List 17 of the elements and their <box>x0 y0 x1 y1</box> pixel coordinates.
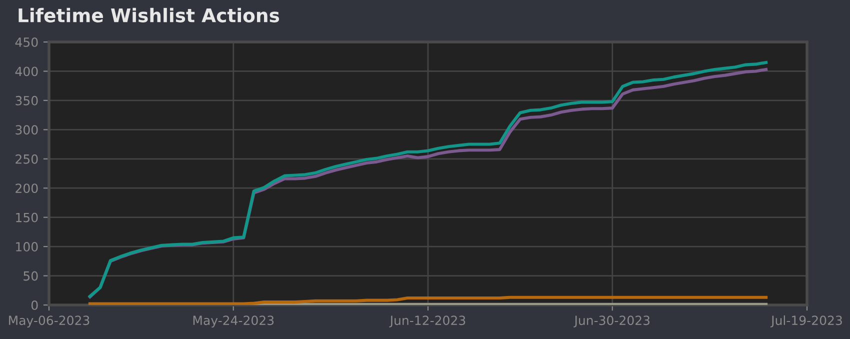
y-tick-label: 300 <box>16 125 38 135</box>
x-tick-label: May-06-2023 <box>9 316 90 328</box>
x-tick-label: May-24-2023 <box>193 316 274 328</box>
y-tick-label: 400 <box>15 66 38 76</box>
y-tick-label: 100 <box>16 242 38 252</box>
x-tick-label: Jul-19-2023 <box>770 315 842 328</box>
y-tick-label: 150 <box>16 212 38 222</box>
y-tick-label: 200 <box>16 184 38 194</box>
x-tick-label: Jun-12-2023 <box>389 316 466 328</box>
y-tick-label: 450 <box>15 37 38 47</box>
y-tick-label: 50 <box>24 271 38 281</box>
y-tick-label: 350 <box>16 96 38 106</box>
x-tick-label: Jun-30-2023 <box>574 316 650 328</box>
y-tick-label: 0 <box>31 300 38 310</box>
chart-title: Lifetime Wishlist Actions <box>18 8 280 22</box>
y-tick-label: 250 <box>16 154 38 164</box>
line-series <box>88 296 768 305</box>
